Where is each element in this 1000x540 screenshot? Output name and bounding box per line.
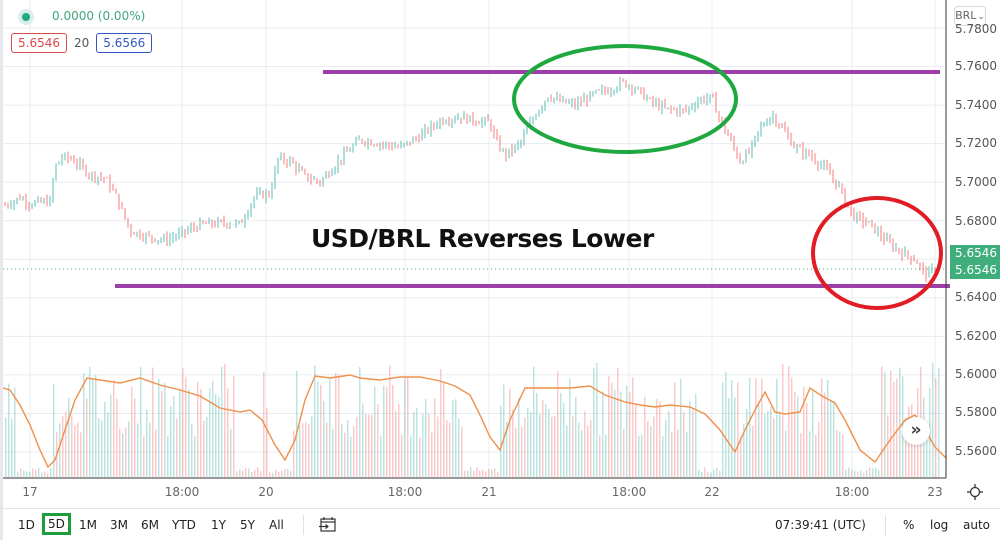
ma-length: 20 <box>74 36 90 50</box>
y-tick: 5.5600 <box>955 444 997 458</box>
range-5d[interactable]: 5D <box>42 513 71 535</box>
x-tick: 22 <box>704 485 720 499</box>
range-all[interactable]: All <box>269 518 284 532</box>
range-6m[interactable]: 6M <box>141 518 159 532</box>
divider <box>885 515 886 535</box>
y-tick: 5.7800 <box>955 22 997 36</box>
y-tick: 5.7000 <box>955 175 997 189</box>
range-5y[interactable]: 5Y <box>240 518 255 532</box>
x-tick: 23 <box>927 485 943 499</box>
last-price-tag-2: 5.6546 <box>950 262 1000 279</box>
y-tick: 5.7400 <box>955 98 997 112</box>
ma-legend-row: 5.6546 20 5.6566 <box>11 33 153 53</box>
x-tick: 18:00 <box>611 485 647 499</box>
x-tick: 20 <box>258 485 274 499</box>
currency-label: BRL <box>955 9 977 22</box>
y-tick: 5.5800 <box>955 405 997 419</box>
ma-value-2: 5.6566 <box>96 33 153 53</box>
y-tick: 5.6800 <box>955 214 997 228</box>
range-3m[interactable]: 3M <box>110 518 128 532</box>
chart-annotation-title[interactable]: USD/BRL Reverses Lower <box>311 224 654 253</box>
y-tick: 5.6200 <box>955 329 997 343</box>
percent-scale-toggle[interactable]: % <box>903 518 915 532</box>
chevron-down-icon: ⌄ <box>977 12 985 22</box>
range-1d[interactable]: 1D <box>18 518 35 532</box>
currency-selector[interactable]: BRL⌄ <box>954 6 986 26</box>
clock-utc[interactable]: 07:39:41 (UTC) <box>775 518 866 532</box>
top-highlight-ellipse[interactable] <box>512 44 738 154</box>
y-tick: 5.6000 <box>955 367 997 381</box>
go-to-date-icon[interactable] <box>319 517 337 533</box>
last-price-tag: 5.6546 <box>950 245 1000 262</box>
x-tick: 21 <box>481 485 497 499</box>
range-1m[interactable]: 1M <box>79 518 97 532</box>
x-tick: 18:00 <box>164 485 200 499</box>
auto-scale-toggle[interactable]: auto <box>963 518 991 532</box>
range-1y[interactable]: 1Y <box>211 518 226 532</box>
bottom-toolbar: 1D 5D 1M 3M 6M YTD 1Y 5Y All 07:39:41 (U… <box>0 508 1000 540</box>
x-tick: 18:00 <box>387 485 423 499</box>
scroll-to-realtime-button[interactable]: » <box>902 417 930 445</box>
y-tick: 5.7200 <box>955 136 997 150</box>
decline-highlight-circle[interactable] <box>811 196 943 310</box>
divider <box>303 515 304 535</box>
market-status-icon <box>18 9 34 25</box>
range-ytd[interactable]: YTD <box>172 518 196 532</box>
y-tick: 5.6400 <box>955 290 997 304</box>
settings-gear-icon[interactable] <box>966 483 984 501</box>
x-tick: 18:00 <box>834 485 870 499</box>
price-change: 0.0000 (0.00%) <box>52 9 146 23</box>
volume-ma-line <box>2 374 947 469</box>
left-edge <box>0 0 3 540</box>
y-tick: 5.7600 <box>955 59 997 73</box>
log-scale-toggle[interactable]: log <box>930 518 949 532</box>
x-tick: 17 <box>22 485 38 499</box>
ma-value-1: 5.6546 <box>11 33 67 53</box>
